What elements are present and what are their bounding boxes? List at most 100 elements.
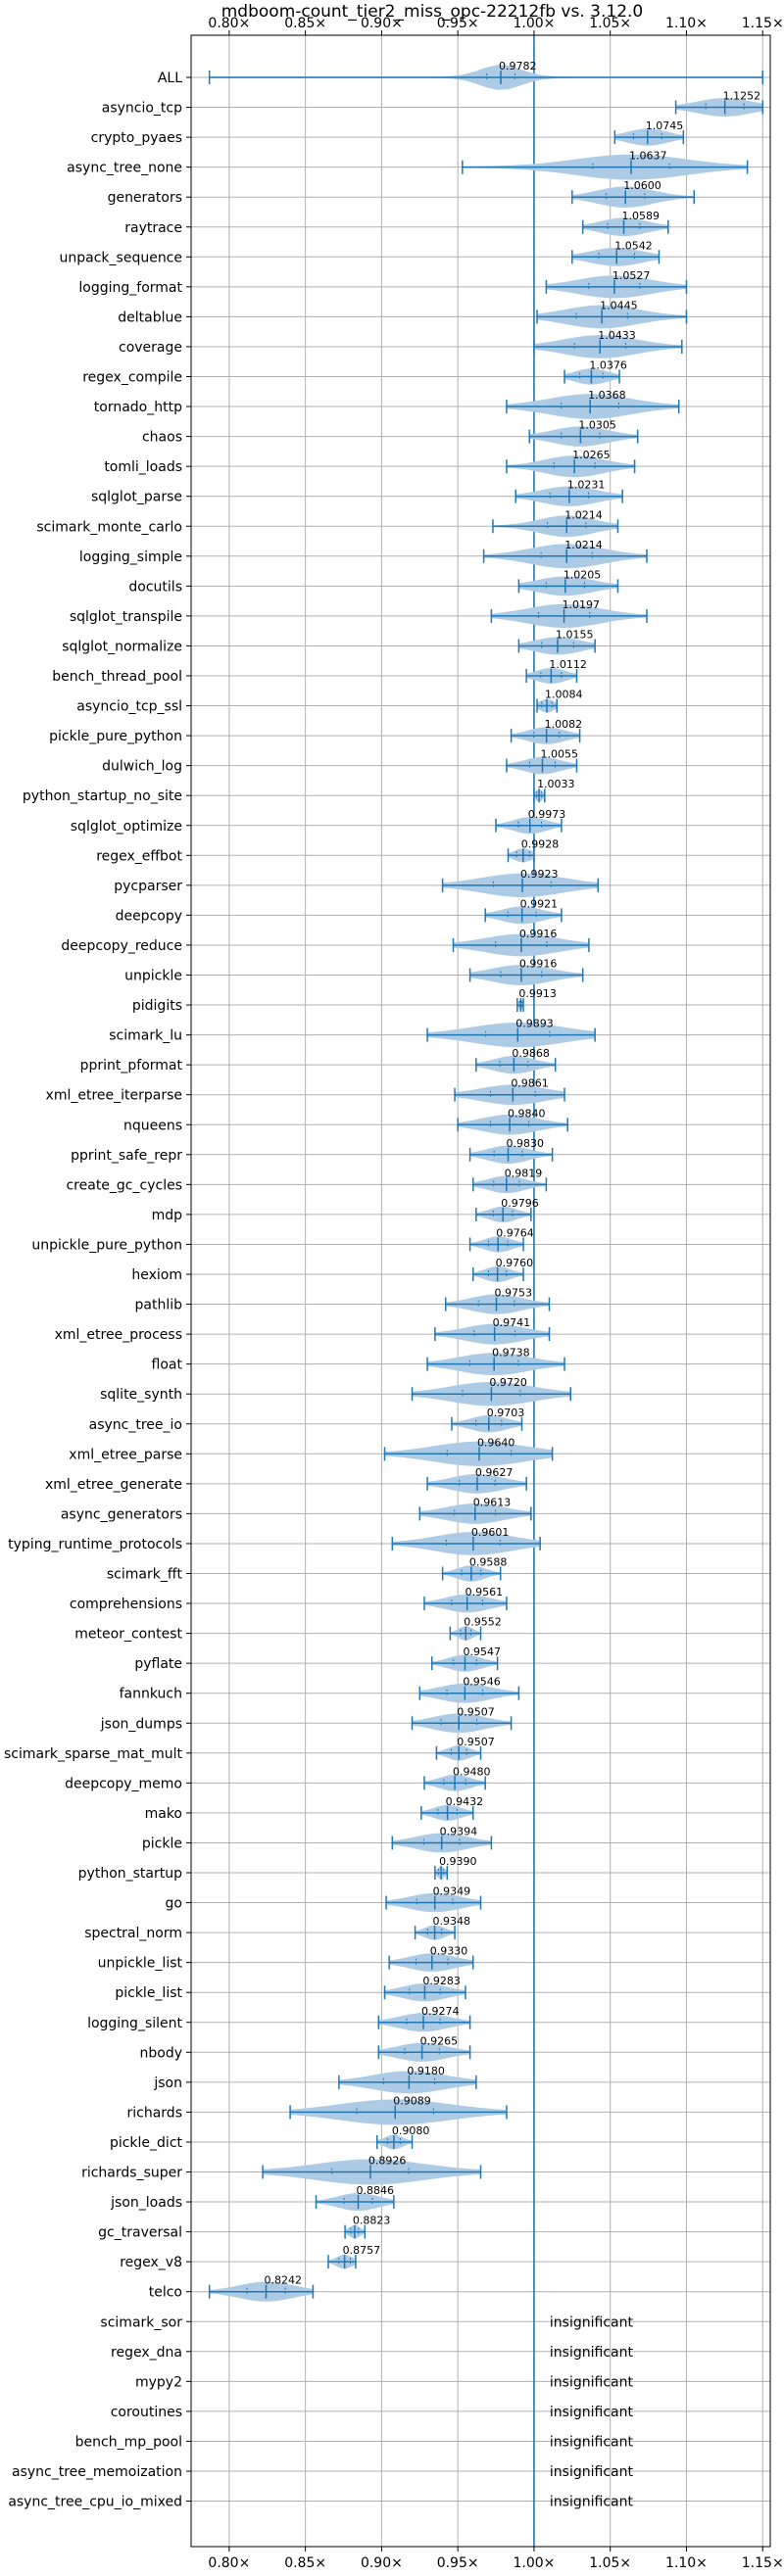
value-label: 1.0637 [629,150,667,163]
benchmark-label: pprint_safe_repr [71,1148,182,1164]
benchmark-label: asyncio_tcp_ssl [76,699,182,715]
value-label: 0.9703 [487,1407,525,1419]
x-tick-label-top: 1.15× [742,16,784,31]
value-label: 0.8823 [353,2215,391,2227]
benchmark-label: scimark_sparse_mat_mult [4,1746,182,1762]
value-label: 0.9348 [433,1915,471,1928]
value-label: 1.0214 [564,508,603,521]
value-label: 0.9782 [499,60,537,72]
benchmark-label: typing_runtime_protocols [8,1537,182,1552]
benchmark-label: mdp [152,1208,183,1223]
x-tick-label-top: 0.80× [208,16,250,31]
value-label: 0.9753 [495,1287,532,1300]
benchmark-label: async_tree_memoization [12,2464,182,2480]
value-label: 1.0205 [564,568,602,581]
benchmark-label: pickle_pure_python [49,729,182,744]
x-tick-label-bottom: 1.15× [742,2555,784,2571]
value-label: 0.9480 [453,1765,491,1778]
x-tick-label-top: 0.95× [437,16,479,31]
value-label: 0.9394 [440,1825,478,1837]
benchmark-label: async_generators [61,1506,182,1522]
value-label: 0.9561 [466,1586,504,1598]
benchmark-label: crypto_pyaes [91,130,182,146]
benchmark-label: bench_thread_pool [52,669,182,685]
value-label: 0.9552 [464,1616,502,1629]
benchmark-label: json_dumps [100,1716,182,1732]
value-label: 0.9830 [506,1137,544,1150]
value-label: 0.9640 [477,1436,514,1449]
benchmark-label: async_tree_cpu_io_mixed [8,2495,182,2510]
value-label: 0.9973 [528,808,566,821]
value-label: 0.9868 [512,1047,550,1060]
insignificant-label: insignificant [550,2434,634,2450]
benchmark-label: unpack_sequence [60,250,182,265]
benchmark-label: go [166,1896,182,1912]
value-label: 1.0197 [563,598,601,611]
value-label: 1.0231 [567,479,606,492]
benchmark-label: pickle [142,1836,182,1851]
benchmark-label: scimark_monte_carlo [36,519,182,535]
benchmark-label: richards_super [81,2166,182,2181]
value-label: 1.0084 [545,689,583,701]
value-label: 1.0265 [572,449,611,461]
x-tick-label-top: 1.10× [665,16,708,31]
value-label: 1.0112 [549,658,587,671]
benchmark-label: bench_mp_pool [75,2434,182,2450]
value-label: 0.9080 [392,2124,430,2137]
benchmark-label: telco [149,2285,182,2301]
benchmark-label: logging_silent [87,2016,182,2031]
benchmark-label: spectral_norm [84,1926,182,1941]
benchmark-label: regex_effbot [96,848,182,864]
x-tick-label-bottom: 0.85× [284,2555,326,2571]
value-label: 1.0155 [556,628,594,641]
value-label: 1.0214 [564,539,603,551]
benchmark-label: generators [108,190,182,206]
benchmark-label: json [153,2075,182,2091]
value-label: 0.9760 [496,1257,534,1269]
benchmark-label: docutils [128,579,182,595]
x-tick-label-top: 1.05× [589,16,631,31]
benchmark-label: asyncio_tcp [102,101,182,117]
benchmark-label: sqlglot_transpile [70,609,182,625]
benchmark-label: scimark_lu [109,1028,182,1044]
value-label: 0.9764 [496,1226,533,1239]
value-label: 0.9840 [508,1107,546,1120]
value-label: 0.9923 [520,868,559,881]
value-label: 0.9507 [457,1736,495,1748]
insignificant-label: insignificant [550,2314,634,2330]
benchmark-label: async_tree_none [67,161,182,176]
tick-layer [186,30,763,2552]
value-label: 0.9283 [422,1975,461,1987]
benchmark-label: pycparser [114,879,182,894]
benchmark-label: coverage [119,340,182,356]
x-tick-label-top: 0.85× [284,16,326,31]
x-tick-label-top: 1.00× [513,16,555,31]
benchmark-label: pprint_pformat [80,1058,183,1073]
benchmark-label: logging_simple [79,549,182,565]
benchmark-label: ALL [158,71,182,86]
value-label: 0.9507 [457,1705,495,1718]
value-label: 0.9601 [471,1526,510,1539]
benchmark-label: hexiom [131,1267,182,1283]
benchmark-label: python_startup_no_site [23,788,182,804]
value-label: 0.9861 [511,1077,549,1090]
plot-frame [190,34,771,2548]
x-tick-label-bottom: 1.05× [589,2555,631,2571]
value-label: 0.9916 [519,958,558,971]
x-tick-label-bottom: 0.80× [208,2555,250,2571]
benchmark-label: mako [145,1806,182,1822]
value-label: 0.9390 [439,1855,477,1868]
value-label: 1.0600 [623,179,662,192]
value-label: 1.0055 [540,748,578,761]
value-label: 0.9796 [501,1197,539,1210]
value-label: 0.8757 [343,2244,381,2257]
value-label: 0.9921 [520,897,559,910]
benchmark-label: unpickle_pure_python [31,1237,182,1253]
value-label: 1.0033 [537,778,575,790]
x-tick-label-top: 0.90× [361,16,403,31]
benchmark-label: raytrace [124,220,182,236]
value-label: 0.9913 [518,987,557,1000]
benchmark-label: nqueens [123,1118,182,1133]
benchmark-label: json_loads [110,2195,182,2211]
benchmark-label: logging_format [78,280,182,296]
